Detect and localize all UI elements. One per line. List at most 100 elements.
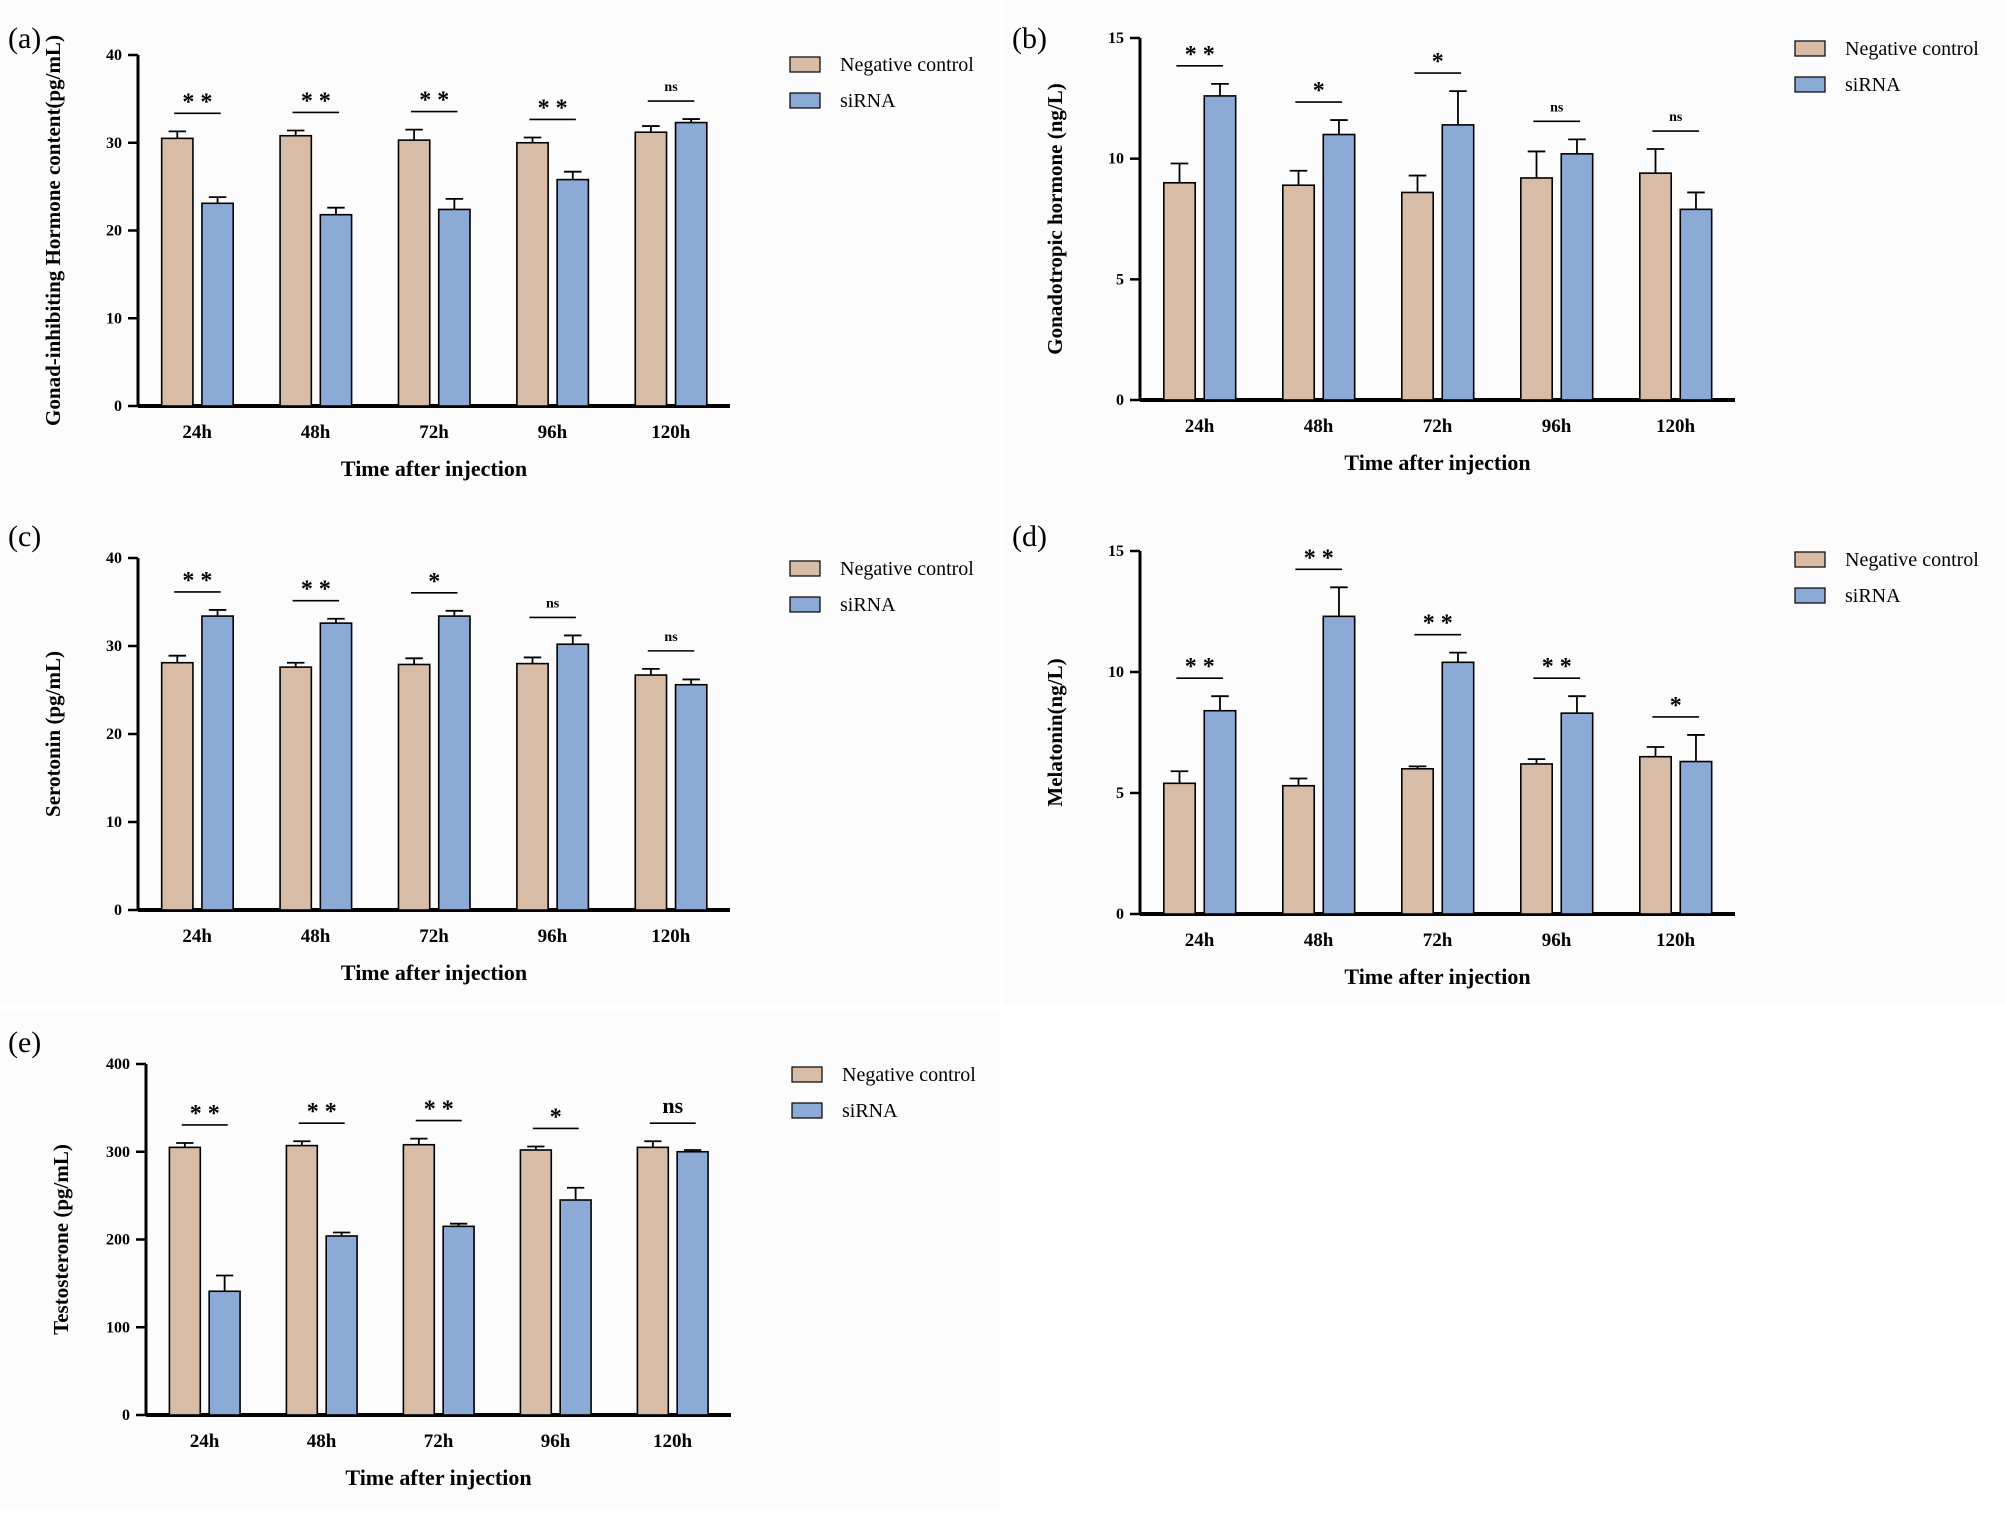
chart-panel-d: (d) 0 5 10 15 Melatonin(ng/L) Time after injec… — [1003, 500, 2006, 1005]
y-axis-label: Gonad-inhibiting Hormone content(pg/mL) — [41, 35, 65, 426]
bar-negative-control — [397, 663, 431, 911]
bar-sirna — [559, 1199, 592, 1416]
bar-sirna — [556, 178, 590, 407]
x-tick-label: 96h — [538, 926, 568, 947]
x-tick-label: 24h — [190, 1431, 220, 1452]
y-tick-label: 100 — [106, 1319, 130, 1336]
significance-label: * * — [182, 89, 212, 115]
bar-sirna — [201, 615, 234, 911]
significance-label: * — [428, 569, 440, 595]
significance-label: ns — [664, 630, 678, 645]
x-tick-label: 24h — [182, 926, 212, 947]
significance-label: * * — [1304, 545, 1334, 571]
x-axis-label: Time after injection — [1344, 450, 1530, 475]
significance-label: * — [1670, 693, 1682, 719]
bar-negative-control — [1282, 784, 1316, 915]
legend-label: Negative control — [842, 1064, 976, 1086]
y-tick-label: 15 — [1108, 30, 1124, 47]
chart-panel-b: (b) 0 5 10 15 Gonadotropic hormone (ng/L) Time… — [1003, 0, 2006, 500]
x-tick-label: 72h — [419, 926, 449, 947]
x-tick-label: 72h — [419, 422, 449, 443]
bar-sirna — [319, 622, 353, 911]
bar-negative-control — [1282, 184, 1316, 401]
chart-panel-a: (a) 0 10 20 30 40 Gonad-inhibiting Hormone con… — [0, 0, 1000, 500]
x-tick-label: 24h — [1185, 416, 1215, 437]
bar-negative-control — [634, 131, 668, 407]
bar-negative-control — [1163, 782, 1197, 915]
legend-swatch-negative-control — [1794, 551, 1826, 568]
bar-sirna — [325, 1235, 358, 1416]
bar-sirna — [319, 213, 353, 407]
bar-negative-control — [516, 141, 549, 407]
bar-sirna — [1560, 712, 1594, 915]
y-tick-label: 20 — [106, 726, 122, 743]
bar-negative-control — [279, 666, 313, 911]
bar-sirna — [437, 615, 471, 911]
bar-negative-control — [1163, 182, 1197, 401]
y-tick-label: 0 — [114, 902, 122, 919]
bar-sirna — [676, 1150, 709, 1416]
panel-label: (c) — [8, 520, 41, 553]
significance-label: * * — [419, 88, 449, 114]
chart-panel-e: (e) 0 100 200 300 400 Testosterone (pg/mL) Time… — [0, 1010, 1000, 1510]
significance-label: * * — [301, 577, 331, 603]
bar-sirna — [674, 121, 708, 407]
significance-label: * * — [538, 95, 568, 121]
chart-panel-c: (c) 0 10 20 30 40 Serotonin (pg/mL) Time after … — [0, 500, 1000, 1005]
y-tick-label: 5 — [1116, 271, 1124, 288]
y-tick-label: 200 — [106, 1232, 130, 1249]
y-tick-label: 10 — [1108, 664, 1124, 681]
x-axis-label: Time after injection — [341, 456, 527, 481]
x-tick-label: 48h — [1304, 416, 1334, 437]
x-tick-label: 72h — [1423, 416, 1453, 437]
bar-negative-control — [1520, 177, 1554, 401]
y-tick-label: 400 — [106, 1056, 130, 1073]
legend-swatch-negative-control — [1794, 40, 1826, 57]
legend-swatch-negative-control — [791, 1066, 823, 1083]
panel-background — [1003, 500, 2006, 1005]
bar-sirna — [1322, 133, 1356, 401]
bar-negative-control — [634, 674, 668, 911]
significance-label: ns — [662, 1093, 683, 1118]
y-axis-label: Melatonin(ng/L) — [1043, 658, 1067, 806]
x-axis-label: Time after injection — [341, 960, 527, 985]
bar-negative-control — [519, 1149, 553, 1416]
bar-negative-control — [160, 137, 194, 407]
significance-label: ns — [1550, 100, 1564, 115]
bar-negative-control — [397, 139, 431, 407]
y-tick-label: 0 — [122, 1407, 130, 1424]
legend-label: siRNA — [1845, 585, 1901, 607]
x-axis-label: Time after injection — [345, 1465, 531, 1490]
bar-negative-control — [168, 1146, 202, 1416]
y-tick-label: 10 — [106, 310, 122, 327]
y-tick-label: 40 — [106, 47, 122, 64]
panel-label: (a) — [8, 22, 41, 55]
significance-label: * * — [424, 1097, 454, 1123]
bar-sirna — [556, 643, 590, 911]
bar-negative-control — [636, 1146, 670, 1416]
y-tick-label: 10 — [106, 814, 122, 831]
significance-label: ns — [664, 80, 678, 95]
legend-label: siRNA — [840, 90, 896, 112]
significance-label: * — [1432, 49, 1444, 75]
x-tick-label: 96h — [1542, 930, 1572, 951]
significance-label: * * — [1542, 654, 1572, 680]
bar-negative-control — [516, 662, 549, 911]
bar-negative-control — [160, 661, 194, 911]
bar-negative-control — [285, 1144, 319, 1416]
legend-swatch-sirna — [789, 596, 821, 613]
x-tick-label: 96h — [541, 1431, 571, 1452]
legend-swatch-sirna — [791, 1102, 823, 1119]
y-tick-label: 0 — [114, 398, 122, 415]
bar-sirna — [1203, 709, 1237, 915]
x-tick-label: 48h — [301, 926, 331, 947]
x-tick-label: 120h — [651, 422, 691, 443]
bar-sirna — [1560, 153, 1594, 401]
y-axis-label: Gonadotropic hormone (ng/L) — [1043, 83, 1067, 354]
y-tick-label: 300 — [106, 1144, 130, 1161]
bar-negative-control — [1639, 755, 1673, 915]
x-tick-label: 120h — [651, 926, 691, 947]
x-tick-label: 120h — [653, 1431, 693, 1452]
legend-label: Negative control — [840, 54, 974, 76]
bar-sirna — [1322, 615, 1356, 915]
